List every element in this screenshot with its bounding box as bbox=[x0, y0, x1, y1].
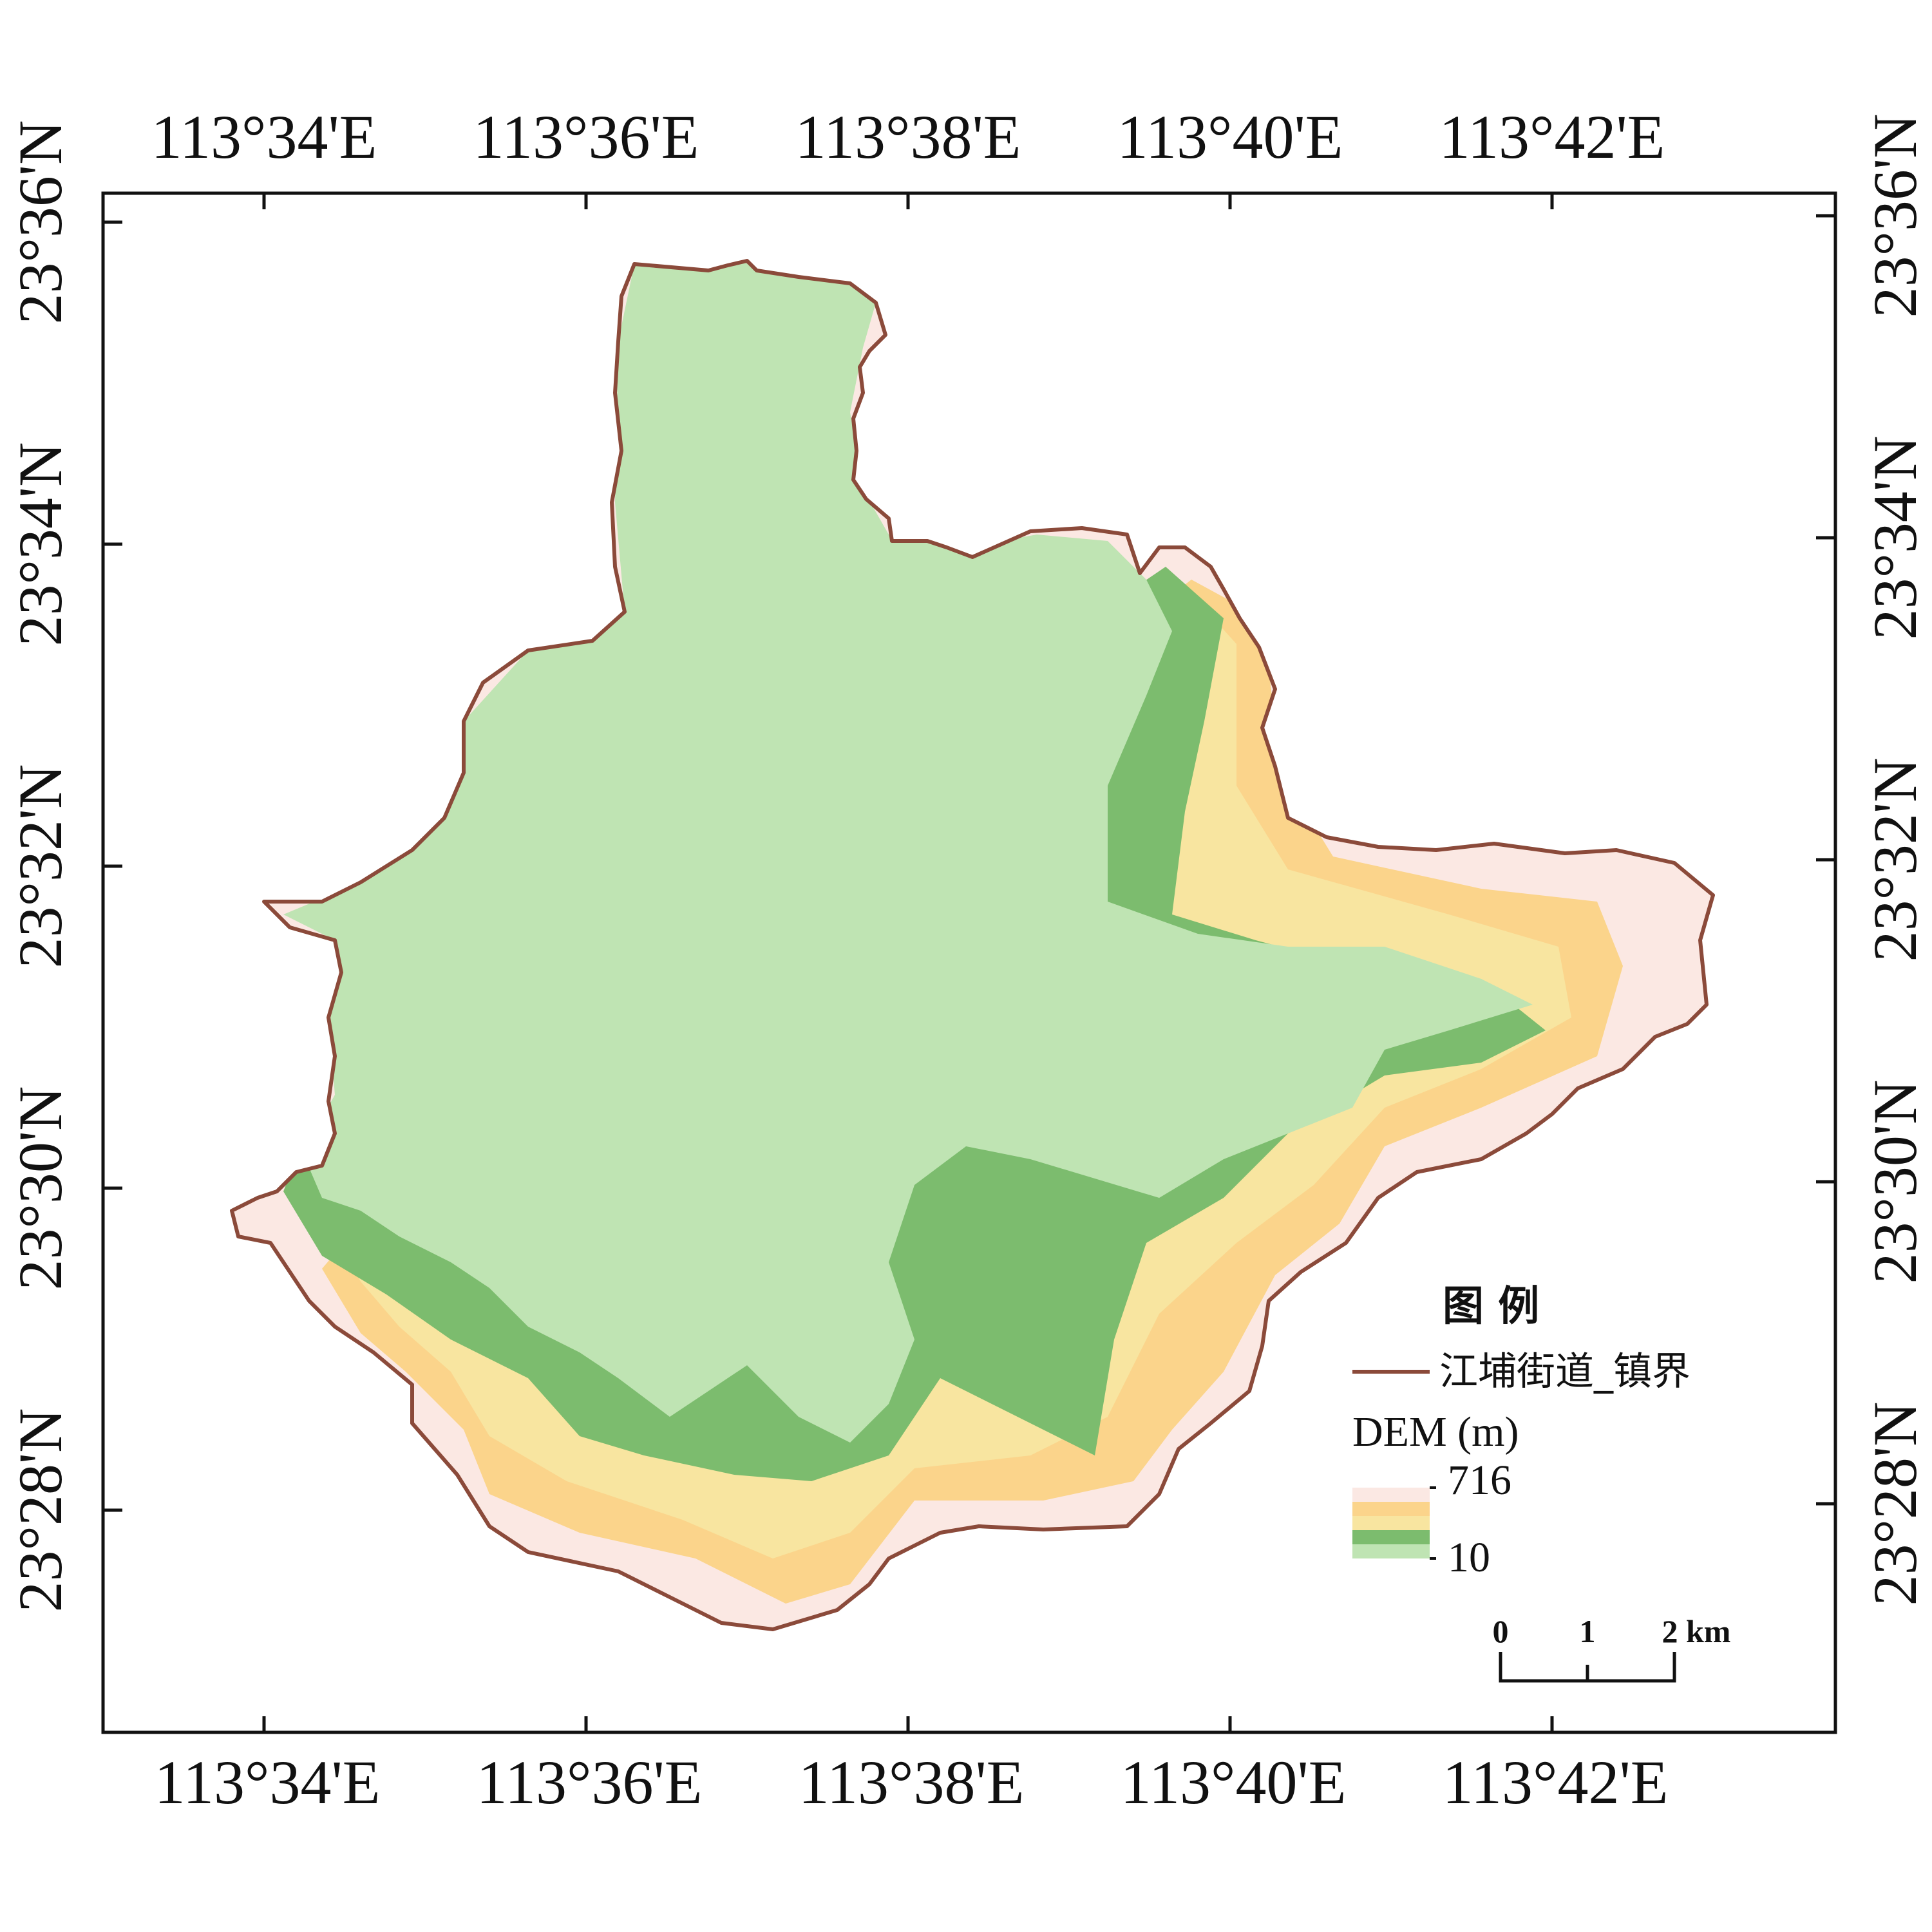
top-lon-label-4: 113°40'E bbox=[1117, 102, 1343, 171]
right-lat-label-2: 23°34'N bbox=[1861, 435, 1929, 639]
frame-ticks bbox=[103, 193, 1835, 1732]
town-boundary bbox=[230, 259, 1715, 1631]
bottom-lon-label-1: 113°34'E bbox=[155, 1748, 381, 1817]
legend-ramp-high bbox=[1352, 1502, 1430, 1516]
legend: 图 例 江埔街道_镇界 DEM (m) 716 10 bbox=[1352, 1283, 1690, 1581]
bottom-lon-label-2: 113°36'E bbox=[477, 1748, 703, 1817]
bottom-lon-label-4: 113°40'E bbox=[1121, 1748, 1347, 1817]
scale-label-1: 1 bbox=[1580, 1613, 1596, 1649]
left-lat-label-4: 23°30'N bbox=[6, 1086, 75, 1290]
top-lon-label-1: 113°34'E bbox=[151, 102, 377, 171]
legend-boundary-label: 江埔街道_镇界 bbox=[1439, 1349, 1690, 1394]
elevation-lowest-zone bbox=[283, 261, 1533, 1443]
left-lat-label-3: 23°32'N bbox=[6, 764, 75, 968]
scale-bar: 0 1 2 km bbox=[1493, 1613, 1730, 1683]
right-lat-label-1: 23°36'N bbox=[1861, 113, 1929, 317]
right-latitude-labels: 23°36'N 23°34'N 23°32'N 23°30'N 23°28'N bbox=[1861, 113, 1929, 1605]
legend-dem-title: DEM (m) bbox=[1352, 1408, 1519, 1455]
legend-ramp-mid bbox=[1352, 1516, 1430, 1530]
top-lon-label-2: 113°36'E bbox=[473, 102, 699, 171]
bottom-longitude-labels: 113°34'E 113°36'E 113°38'E 113°40'E 113°… bbox=[155, 1748, 1669, 1817]
legend-dem-max: 716 bbox=[1448, 1457, 1511, 1504]
scale-label-2: 2 bbox=[1662, 1613, 1678, 1649]
top-lon-label-5: 113°42'E bbox=[1439, 102, 1665, 171]
legend-ramp-lowest bbox=[1352, 1544, 1430, 1558]
bottom-lon-label-5: 113°42'E bbox=[1443, 1748, 1669, 1817]
scale-label-0: 0 bbox=[1493, 1613, 1509, 1649]
scale-unit: km bbox=[1686, 1613, 1730, 1649]
left-lat-label-5: 23°28'N bbox=[6, 1408, 75, 1612]
legend-title: 图 例 bbox=[1443, 1283, 1539, 1331]
top-lon-label-3: 113°38'E bbox=[795, 102, 1021, 171]
left-lat-label-1: 23°36'N bbox=[6, 120, 75, 324]
top-longitude-labels: 113°34'E 113°36'E 113°38'E 113°40'E 113°… bbox=[151, 102, 1665, 171]
right-lat-label-4: 23°30'N bbox=[1861, 1079, 1929, 1283]
right-lat-label-3: 23°32'N bbox=[1861, 757, 1929, 961]
left-lat-label-2: 23°34'N bbox=[6, 442, 75, 646]
left-latitude-labels: 23°36'N 23°34'N 23°32'N 23°30'N 23°28'N bbox=[6, 120, 75, 1612]
legend-ramp-low bbox=[1352, 1530, 1430, 1544]
legend-dem-min: 10 bbox=[1448, 1534, 1490, 1581]
right-lat-label-5: 23°28'N bbox=[1861, 1401, 1929, 1605]
bottom-lon-label-3: 113°38'E bbox=[799, 1748, 1025, 1817]
legend-ramp-highest bbox=[1352, 1488, 1430, 1502]
